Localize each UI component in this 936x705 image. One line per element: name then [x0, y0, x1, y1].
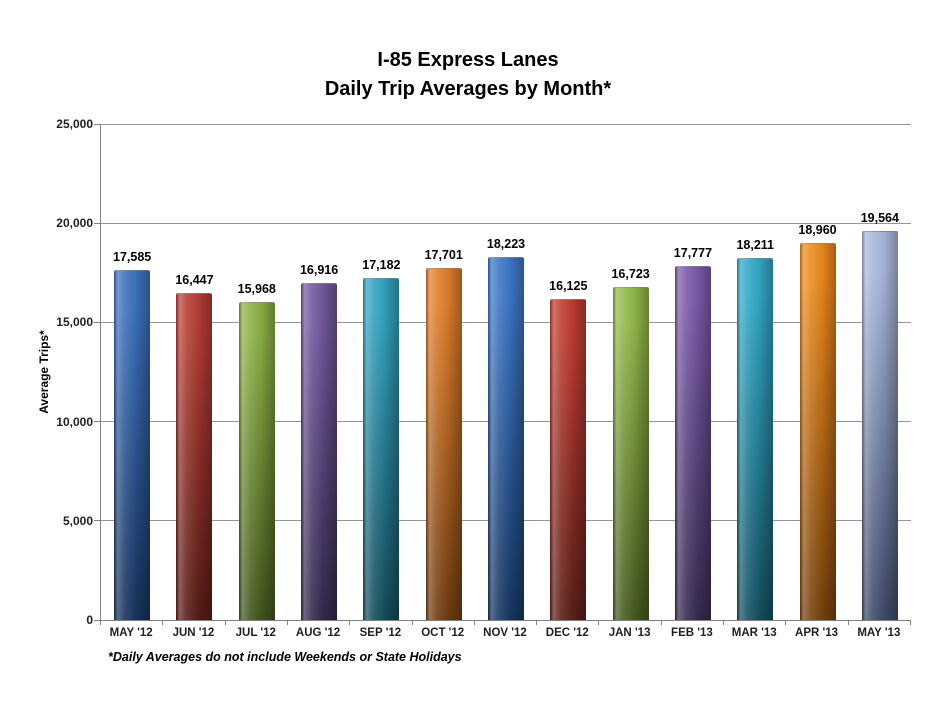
chart-title: I-85 Express Lanes Daily Trip Averages b… [0, 46, 936, 104]
bar-value-label: 17,777 [673, 246, 713, 261]
y-axis-tick-label: 25,000 [56, 117, 93, 131]
bar-jan-13 [612, 287, 649, 620]
chart-title-line2: Daily Trip Averages by Month* [324, 78, 612, 100]
y-axis-title: Average Trips* [37, 330, 51, 414]
bar-value-label: 18,211 [736, 237, 774, 252]
bar-value-label: 17,182 [362, 258, 401, 273]
x-axis-tick-mark [162, 620, 164, 625]
bar-mar-13 [737, 257, 774, 620]
bar-may-13 [861, 230, 898, 620]
bar-value-label: 16,125 [549, 279, 588, 294]
y-axis-tick-label: 10,000 [56, 414, 93, 429]
x-axis-tick-mark [598, 620, 600, 625]
x-axis-tick-mark [785, 620, 787, 625]
bar-aug-12 [301, 283, 338, 620]
bar-value-label: 17,585 [113, 250, 152, 265]
bar-value-label: 16,447 [175, 272, 214, 287]
y-axis-tick-mark [94, 222, 100, 224]
x-axis-tick-mark [224, 620, 226, 625]
x-axis-category-label: FEB '13 [671, 627, 713, 639]
x-axis-category-label: APR '13 [795, 627, 839, 639]
x-axis-tick-mark [349, 620, 351, 625]
bar-value-label: 16,723 [611, 267, 650, 282]
x-axis-tick-mark [910, 620, 911, 625]
x-axis-category-label: NOV '12 [483, 627, 527, 639]
x-axis-category-label: SEP '12 [359, 627, 402, 639]
bar-jul-12 [238, 302, 275, 620]
y-axis-tick-mark [94, 321, 100, 323]
x-axis-tick-mark [660, 620, 662, 625]
x-axis-tick-mark [723, 620, 725, 625]
bar-feb-13 [674, 266, 711, 620]
x-axis-category-label: OCT '12 [421, 627, 465, 639]
footnote: *Daily Averages do not include Weekends … [108, 650, 462, 664]
y-axis-tick-label: 5,000 [62, 513, 93, 528]
x-axis-tick-mark [100, 620, 101, 625]
x-axis-category-label: JAN '13 [608, 627, 651, 639]
x-axis-tick-mark [847, 620, 849, 625]
y-axis-tick-label: 0 [86, 613, 93, 627]
bar-value-label: 18,960 [798, 222, 837, 237]
bar-value-label: 18,223 [486, 237, 526, 252]
x-axis-category-label: JUL '12 [235, 627, 276, 639]
y-axis-tick-mark [94, 421, 100, 423]
bar-dec-12 [550, 299, 587, 620]
bar-may-12 [114, 270, 151, 620]
x-axis-category-label: MAY '13 [857, 627, 901, 639]
bar-value-label: 19,564 [860, 210, 899, 225]
bar-nov-12 [488, 257, 524, 620]
chart-title-line1: I-85 Express Lanes [377, 49, 559, 71]
x-axis-tick-mark [411, 620, 413, 625]
x-axis-tick-mark [473, 620, 475, 625]
x-axis-category-label: DEC '12 [545, 627, 589, 639]
y-axis-tick-mark [94, 520, 100, 522]
y-axis-tick-label: 15,000 [56, 315, 93, 330]
bar-apr-13 [799, 242, 836, 620]
x-axis-category-label: AUG '12 [295, 627, 341, 639]
bar-value-label: 15,968 [237, 282, 276, 297]
x-axis-category-label: JUN '12 [172, 627, 215, 639]
x-axis-tick-mark [286, 620, 288, 625]
x-axis-category-label: MAY '12 [109, 627, 153, 639]
y-axis-tick-mark [94, 123, 100, 125]
x-axis-tick-mark [536, 620, 538, 625]
bar-value-label: 16,916 [299, 263, 339, 278]
bar-value-label: 17,701 [424, 247, 463, 262]
gridline [101, 123, 911, 125]
plot-area: 17,585 16,447 15,968 16,916 17,182 17,701 18,2… [100, 123, 911, 621]
y-axis-tick-mark [94, 619, 100, 621]
gridline [101, 222, 911, 224]
bar-jun-12 [176, 292, 213, 620]
bar-sep-12 [363, 278, 400, 620]
y-axis-tick-label: 20,000 [56, 216, 93, 231]
bar-oct-12 [425, 267, 462, 620]
x-axis-category-label: MAR '13 [731, 627, 777, 639]
